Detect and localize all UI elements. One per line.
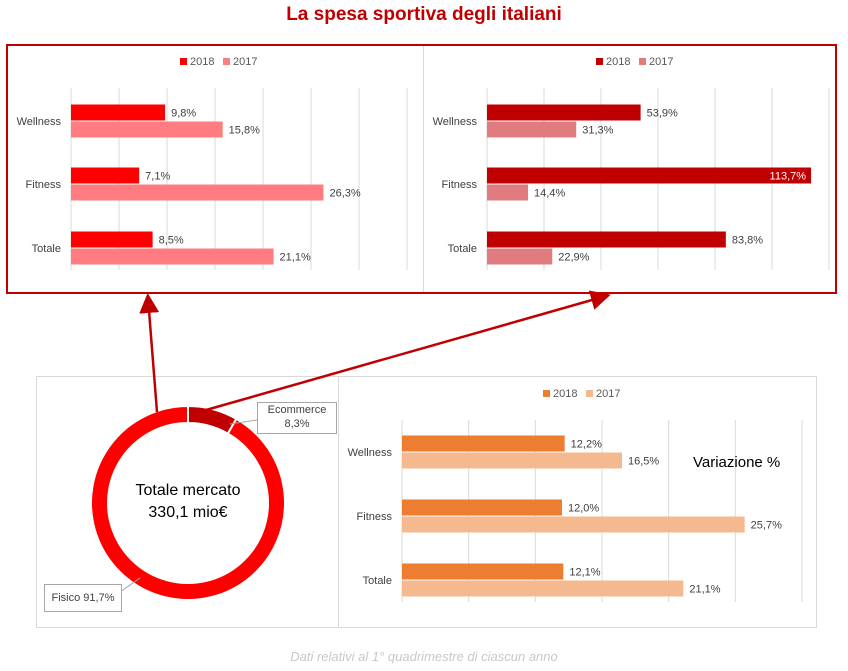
legend-label-2018: 2018	[606, 56, 630, 68]
data-label: 113,7%	[770, 171, 807, 183]
arrow-to-ecommerce-chart	[205, 290, 611, 412]
bar-2018-fitness	[71, 167, 140, 184]
data-label: 9,8%	[171, 108, 196, 120]
legend-swatch-2018	[180, 58, 187, 65]
bar-2018-wellness	[402, 435, 565, 452]
category-label: Fitness	[357, 511, 393, 523]
data-label: 12,0%	[568, 503, 599, 515]
legend-swatch-2017	[223, 58, 230, 65]
donut-slice-fisico	[90, 404, 286, 601]
data-label: 21,1%	[689, 584, 720, 596]
data-label: 15,8%	[229, 125, 260, 137]
fisico-leader-line	[119, 577, 141, 593]
data-label: 31,3%	[582, 125, 613, 137]
bar-2018-totale	[487, 231, 726, 248]
bar-2018-wellness	[71, 104, 166, 121]
chart-spesa-fisico: 2018 2017 Wellness 9,8% 15,8% Fitness 7,1% 26,3…	[17, 56, 408, 270]
chart-spesa-ecommerce: 2018 2017 Wellness 53,9% 31,3% Fitness 113,7% 1…	[433, 56, 830, 270]
data-label: 22,9%	[558, 252, 589, 264]
legend-label-2017: 2017	[596, 388, 620, 400]
legend-swatch-2017	[586, 390, 593, 397]
donut-chart-mercato	[90, 404, 286, 601]
fisico-callout-value: 91,7%	[83, 592, 115, 604]
connector-arrows	[139, 290, 611, 413]
donut-center-title: Totale mercato	[135, 482, 241, 499]
bottom-charts-divider	[338, 377, 339, 627]
fisico-callout: Fisico 91,7%	[44, 584, 122, 612]
legend-label-2017: 2017	[233, 56, 257, 68]
legend-label-2017: 2017	[649, 56, 673, 68]
category-label: Wellness	[17, 116, 62, 128]
data-label: 53,9%	[647, 108, 678, 120]
bar-2018-fitness	[402, 499, 562, 516]
bar-2017-fitness	[487, 184, 529, 201]
category-label: Wellness	[348, 447, 393, 459]
ecommerce-callout: Ecommerce 8,3%	[257, 402, 337, 434]
ecommerce-callout-label: Ecommerce	[267, 404, 327, 416]
legend-swatch-2018	[596, 58, 603, 65]
category-label: Fitness	[442, 179, 478, 191]
bar-2017-wellness	[487, 121, 577, 138]
category-label: Totale	[32, 243, 61, 255]
chart-variazione: 2018 2017 Wellness 12,2% 16,5% Fitness 12,0% 25…	[348, 388, 803, 602]
legend-label-2018: 2018	[190, 56, 214, 68]
bar-2017-fitness	[402, 516, 745, 533]
data-label: 12,1%	[569, 567, 600, 579]
bar-2017-wellness	[71, 121, 223, 138]
donut-slice-ecommerce	[187, 404, 238, 435]
category-label: Totale	[363, 575, 392, 587]
top-charts-frame	[6, 44, 837, 294]
bar-2018-fitness	[487, 167, 812, 184]
legend-swatch-2018	[543, 390, 550, 397]
bar-2017-wellness	[402, 452, 622, 469]
page-title: La spesa sportiva degli italiani	[286, 4, 562, 25]
data-label: 25,7%	[751, 520, 782, 532]
data-label: 21,1%	[280, 252, 311, 264]
category-label: Wellness	[433, 116, 478, 128]
donut-center-value: 330,1 mio€	[148, 504, 228, 521]
bar-2018-wellness	[487, 104, 641, 121]
variazione-label: Variazione %	[693, 454, 781, 471]
bottom-charts-frame	[36, 376, 817, 628]
footnote: Dati relativi al 1° quadrimestre di cias…	[290, 649, 558, 664]
data-label: 26,3%	[329, 188, 360, 200]
legend-label-2018: 2018	[553, 388, 577, 400]
data-label: 83,8%	[732, 235, 763, 247]
data-label: 14,4%	[534, 188, 565, 200]
legend-swatch-2017	[639, 58, 646, 65]
data-label: 12,2%	[571, 439, 602, 451]
bar-2017-fitness	[71, 184, 324, 201]
bar-2017-totale	[487, 248, 553, 265]
donut-center-label: Totale mercato 330,1 mio€	[108, 480, 268, 524]
ecommerce-leader-line	[229, 419, 258, 425]
bar-2017-totale	[71, 248, 274, 265]
arrow-to-fisico-chart	[139, 293, 160, 413]
data-label: 7,1%	[145, 171, 170, 183]
bar-2018-totale	[71, 231, 153, 248]
fisico-callout-label: Fisico	[51, 592, 81, 604]
top-charts-divider	[423, 46, 424, 292]
bar-2018-totale	[402, 563, 564, 580]
bar-2017-totale	[402, 580, 684, 597]
category-label: Fitness	[26, 179, 62, 191]
data-label: 16,5%	[628, 456, 659, 468]
category-label: Totale	[448, 243, 477, 255]
ecommerce-callout-value: 8,3%	[284, 418, 310, 430]
data-label: 8,5%	[159, 235, 184, 247]
